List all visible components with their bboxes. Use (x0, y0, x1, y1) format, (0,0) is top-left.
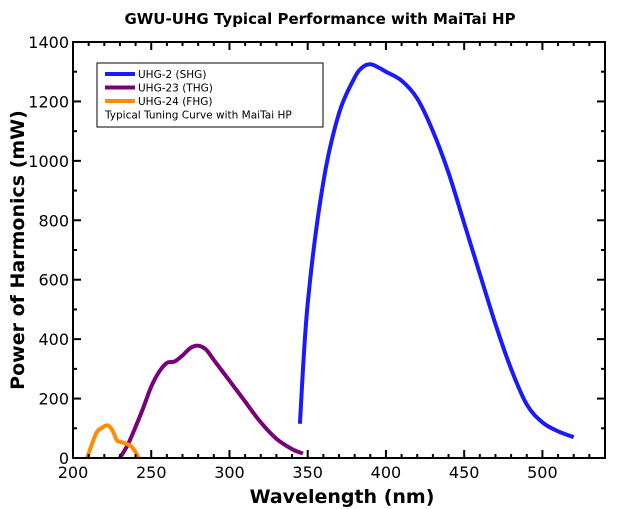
series-line-uhg-23-thg (118, 343, 304, 460)
x-tick-label: 250 (136, 463, 167, 482)
x-tick-label: 450 (449, 463, 480, 482)
legend-box (96, 62, 324, 128)
x-tick-label: 300 (214, 463, 245, 482)
y-tick-label: 200 (38, 390, 69, 409)
y-tick-label: 800 (38, 211, 69, 230)
legend-label: UHG-23 (THG) (138, 83, 213, 95)
y-tick-label: 1200 (28, 92, 69, 111)
legend-note: Typical Tuning Curve with MaiTai HP (104, 110, 292, 122)
x-tick-label: 350 (292, 463, 323, 482)
x-tick-label: 400 (371, 463, 402, 482)
legend: UHG-2 (SHG) UHG-23 (THG)UHG-24 (FHG) Typic… (96, 62, 324, 128)
series-line-uhg-2-shg (297, 62, 575, 440)
y-tick-label: 1400 (28, 33, 69, 52)
axes: 200 250 300 350 400 450 5000200400600800100012… (28, 33, 606, 482)
x-tick-label: 200 (58, 463, 89, 482)
chart-title: GWU-UHG Typical Performance with MaiTai … (124, 10, 515, 28)
y-axis-label: Power of Harmonics (mW) (7, 110, 29, 390)
y-tick-label: 0 (59, 449, 69, 468)
legend-label: UHG-24 (FHG) (138, 96, 212, 108)
y-tick-label: 1000 (28, 152, 69, 171)
x-axis-label: Wavelength (nm) (250, 486, 435, 508)
x-tick-label: 500 (527, 463, 558, 482)
series-layer (85, 62, 575, 460)
series-line-uhg-24-fhg (85, 423, 141, 459)
legend-label: UHG-2 (SHG) (138, 69, 206, 81)
y-tick-label: 600 (38, 271, 69, 290)
y-tick-label: 400 (38, 330, 69, 349)
